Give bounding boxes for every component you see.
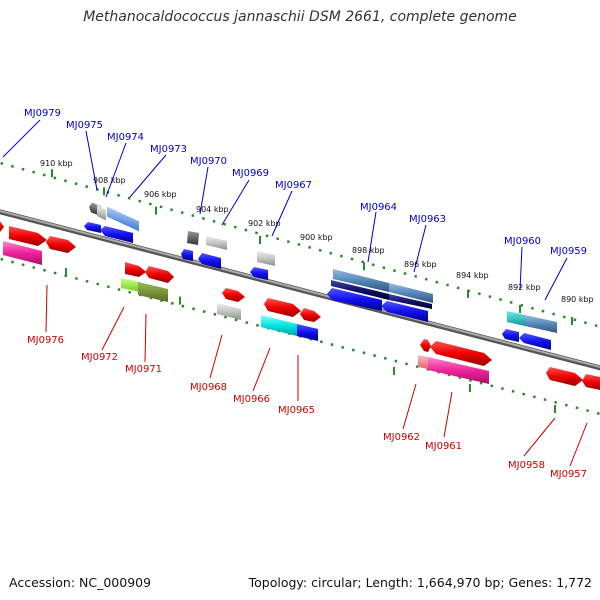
gene-arrow-minus[interactable] (418, 355, 428, 369)
gene-arrow-minus[interactable] (125, 262, 146, 277)
gene-arrow-minus[interactable] (217, 303, 241, 320)
minus-strand-genes (0, 220, 600, 391)
gene-arrow-minus[interactable] (546, 367, 583, 386)
gene-arrow-plus[interactable] (198, 253, 221, 269)
accession-text: Accession: NC_000909 (9, 575, 152, 590)
gene-arrow-minus[interactable] (222, 288, 245, 302)
gene-label[interactable]: MJ0958 (508, 460, 545, 471)
genome-backbone (0, 209, 600, 371)
gene-labels-plus: MJ0979 MJ0975 MJ0974 MJ0973 MJ0970 MJ096… (24, 108, 587, 257)
gene-arrow-plus[interactable] (389, 294, 432, 309)
scale-label: 910 kbp (40, 159, 73, 168)
gene-label[interactable]: MJ0966 (233, 394, 270, 405)
gene-arrow-minus[interactable] (300, 308, 321, 322)
gene-label[interactable]: MJ0968 (190, 382, 227, 393)
scale-label: 908 kbp (93, 176, 126, 185)
gene-arrow-plus[interactable] (97, 204, 106, 221)
gene-arrow-minus[interactable] (420, 339, 431, 352)
gene-arrow-minus[interactable] (264, 298, 301, 317)
gene-label[interactable]: MJ0964 (360, 202, 397, 213)
gene-label[interactable]: MJ0959 (550, 246, 587, 257)
topology-text: Topology: circular; Length: 1,664,970 bp… (248, 575, 592, 590)
gene-arrow-plus[interactable] (389, 283, 433, 303)
gene-arrow-minus[interactable] (138, 282, 168, 302)
scale-labels: 910 kbp 908 kbp 906 kbp 904 kbp 902 kbp … (40, 159, 594, 304)
gene-label[interactable]: MJ0979 (24, 108, 61, 119)
scale-label: 898 kbp (352, 246, 385, 255)
gene-arrow-plus[interactable] (507, 311, 525, 326)
gene-label[interactable]: MJ0960 (504, 236, 541, 247)
gene-arrow-minus[interactable] (121, 278, 140, 292)
gene-arrow-minus[interactable] (0, 220, 4, 232)
gene-arrow-plus[interactable] (327, 288, 382, 311)
gene-label[interactable]: MJ0976 (27, 335, 64, 346)
gene-arrow-minus[interactable] (582, 374, 600, 391)
gene-label[interactable]: MJ0965 (278, 405, 315, 416)
gene-arrow-minus[interactable] (3, 241, 42, 265)
gene-arrow-minus[interactable] (46, 236, 76, 253)
outer-major-ticks (51, 169, 573, 325)
plus-strand-genes (84, 202, 557, 350)
gene-arrow-plus[interactable] (381, 301, 428, 322)
gene-arrow-plus[interactable] (181, 249, 193, 261)
gene-arrow-minus[interactable] (9, 226, 47, 246)
scale-label: 904 kbp (196, 205, 229, 214)
gene-label[interactable]: MJ0961 (425, 441, 462, 452)
gene-arrow-plus[interactable] (100, 226, 133, 243)
gene-arrow-minus[interactable] (261, 315, 297, 336)
scale-label: 902 kbp (248, 219, 281, 228)
gene-arrow-plus[interactable] (257, 251, 275, 266)
gene-arrow-plus[interactable] (502, 329, 519, 342)
genome-title: Methanocaldococcus jannaschii DSM 2661, … (83, 9, 517, 25)
gene-labels-minus: MJ0976 MJ0972 MJ0971 MJ0968 MJ0966 MJ096… (27, 335, 587, 480)
scale-label: 906 kbp (144, 190, 177, 199)
gene-label[interactable]: MJ0962 (383, 432, 420, 443)
gene-arrow-plus[interactable] (107, 206, 139, 232)
scale-label: 900 kbp (300, 233, 333, 242)
gene-label[interactable]: MJ0971 (125, 364, 162, 375)
label-leaders-plus (2, 119, 568, 301)
gene-arrow-plus[interactable] (331, 280, 389, 300)
gene-arrow-plus[interactable] (250, 267, 268, 280)
gene-label[interactable]: MJ0973 (150, 144, 187, 155)
scale-label: 892 kbp (508, 283, 541, 292)
gene-label[interactable]: MJ0975 (66, 120, 103, 131)
scale-label: 894 kbp (456, 271, 489, 280)
scale-label: 890 kbp (561, 295, 594, 304)
gene-label[interactable]: MJ0972 (81, 352, 118, 363)
gene-arrow-plus[interactable] (519, 333, 551, 350)
gene-label[interactable]: MJ0967 (275, 180, 312, 191)
gene-arrow-plus[interactable] (525, 315, 557, 333)
gene-arrow-minus[interactable] (428, 357, 489, 384)
gene-label[interactable]: MJ0970 (190, 156, 227, 167)
scale-ruler-outer (0, 161, 600, 328)
gene-label[interactable]: MJ0974 (107, 132, 144, 143)
gene-arrow-plus[interactable] (206, 236, 227, 250)
label-leaders-minus (45, 284, 588, 467)
scale-label: 896 kbp (404, 260, 437, 269)
gene-arrow-plus[interactable] (84, 222, 101, 233)
gene-arrow-minus[interactable] (430, 341, 492, 366)
gene-arrow-minus[interactable] (145, 266, 174, 283)
gene-arrow-minus[interactable] (297, 324, 318, 341)
gene-label[interactable]: MJ0957 (550, 469, 587, 480)
gene-label[interactable]: MJ0969 (232, 168, 269, 179)
gene-arrow-plus[interactable] (187, 231, 199, 245)
gene-arrow-plus[interactable] (333, 269, 389, 292)
gene-label[interactable]: MJ0963 (409, 214, 446, 225)
